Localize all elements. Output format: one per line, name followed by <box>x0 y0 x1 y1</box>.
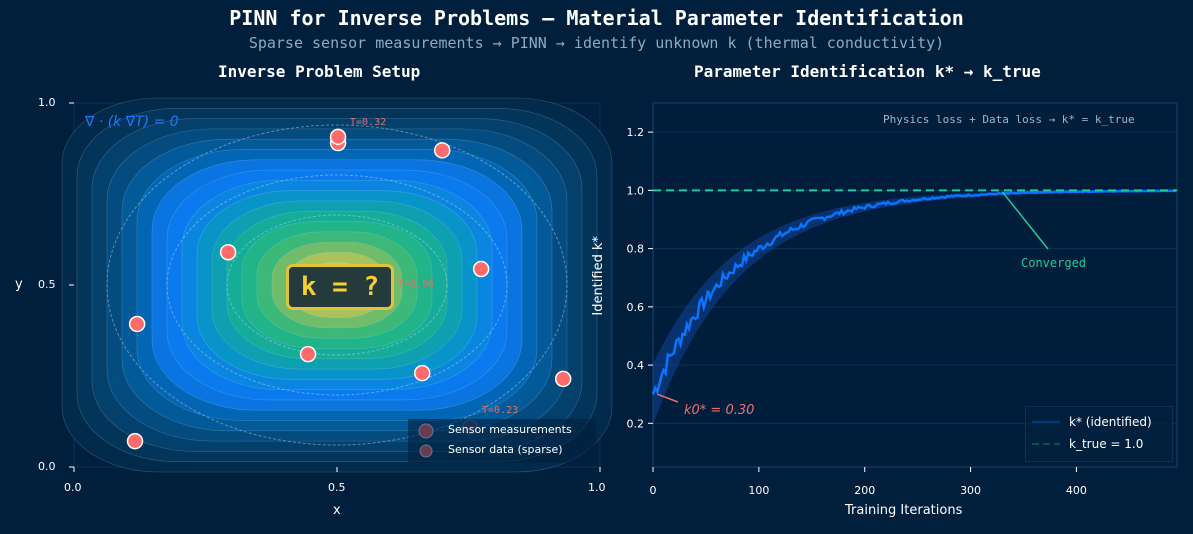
figure-subtitle: Sparse sensor measurements → PINN → iden… <box>248 34 945 52</box>
sensor-point <box>329 128 347 146</box>
sensor-point <box>433 142 451 159</box>
legend-sensor-data: Sensor data (sparse) <box>448 443 563 456</box>
annotation-t023: T=0.23 <box>482 405 519 416</box>
left-xlabel: x <box>333 503 341 518</box>
x-tick-label: 0 <box>650 484 657 497</box>
left-xtick-0: 0.0 <box>64 481 82 494</box>
legend-identified: k* (identified) <box>1069 415 1152 429</box>
equation-label: ∇ · (k ∇T) = 0 <box>85 114 179 130</box>
left-ylabel: y <box>15 277 23 292</box>
x-tick-label: 400 <box>1066 484 1087 497</box>
annotation-t096: T=0.96 <box>398 279 435 290</box>
start-arrow <box>656 393 679 403</box>
left-ytick-1: 0.5 <box>38 278 56 291</box>
right-legend: k* (identified) k_true = 1.0 <box>1025 406 1173 462</box>
sensor-point <box>413 364 431 382</box>
figure-title: PINN for Inverse Problems — Material Par… <box>229 6 964 30</box>
dashed-contour <box>166 174 508 396</box>
identified-k-line <box>651 189 1176 396</box>
legend-sensor-measurements: Sensor measurements <box>448 423 572 436</box>
sensor-point <box>219 243 237 261</box>
left-legend: Sensor measurements Sensor data (sparse) <box>408 419 596 463</box>
annotation-t032: T=0.32 <box>350 117 387 128</box>
right-ylabel: Identified k* <box>591 236 606 316</box>
dashed-contour <box>106 124 568 446</box>
center-label: k = ? <box>286 264 394 310</box>
y-tick-label: 0.2 <box>627 417 645 430</box>
left-xtick-1: 0.5 <box>328 481 346 494</box>
sensor-point <box>299 345 317 363</box>
y-tick-label: 1.0 <box>627 184 645 197</box>
sensor-point <box>128 315 146 333</box>
right-title: Parameter Identification k* → k_true <box>694 62 1041 81</box>
y-tick-label: 0.6 <box>627 301 645 314</box>
x-tick-label: 100 <box>748 484 769 497</box>
right-xlabel: Training Iterations <box>845 503 963 518</box>
dashed-contour <box>226 214 448 356</box>
left-title: Inverse Problem Setup <box>218 62 421 81</box>
x-tick-label: 200 <box>854 484 875 497</box>
left-ytick-0: 0.0 <box>38 460 56 473</box>
left-ytick-2: 1.0 <box>38 96 56 109</box>
x-tick-label: 300 <box>960 484 981 497</box>
y-tick-label: 1.2 <box>627 126 645 139</box>
y-tick-label: 0.8 <box>627 243 645 256</box>
start-label: k0* = 0.30 <box>684 403 755 418</box>
left-xtick-2: 1.0 <box>588 481 606 494</box>
converged-label: Converged <box>1021 256 1087 270</box>
y-tick-label: 0.4 <box>627 359 645 372</box>
sensor-point <box>554 370 572 388</box>
legend-ktrue: k_true = 1.0 <box>1069 437 1144 451</box>
sensor-point <box>126 432 144 450</box>
converged-arrow <box>1001 191 1049 250</box>
sensor-point <box>472 260 490 278</box>
annotation-top: Physics loss + Data loss → k* = k_true <box>883 113 1135 126</box>
